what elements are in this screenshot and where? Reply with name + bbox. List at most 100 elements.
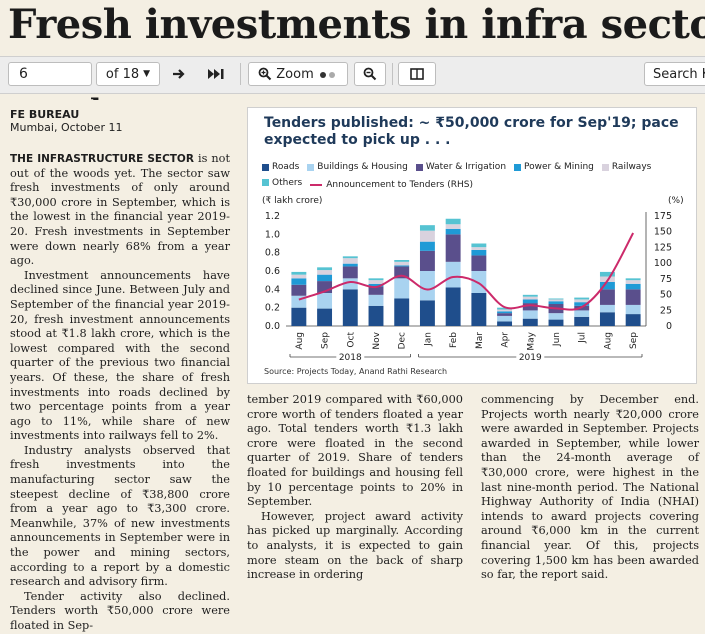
right-axis-tick-label: 125 — [654, 242, 672, 253]
x-axis-tick-label: Aug — [295, 332, 305, 350]
article-paragraph: THE INFRASTRUCTURE SECTOR is not out of … — [10, 152, 230, 269]
article-paragraph: However, project award activity has pick… — [247, 509, 463, 582]
left-axis-tick-label: 0.4 — [265, 284, 280, 295]
zoom-magnifier-icon — [258, 67, 272, 81]
bar-segment — [419, 230, 435, 242]
last-page-button[interactable] — [200, 62, 232, 86]
legend-item: Roads — [262, 160, 299, 174]
bar-segment — [574, 316, 590, 326]
bar-segment — [522, 294, 538, 297]
left-axis-tick-label: 1.2 — [265, 211, 280, 222]
x-axis-tick-label: Dec — [398, 332, 408, 349]
bar-segment — [625, 280, 641, 284]
bar-segment — [599, 312, 615, 326]
legend-swatch — [307, 163, 315, 171]
x-axis-tick-label: Sep — [321, 332, 331, 349]
bar-segment — [548, 298, 564, 300]
page-view-button[interactable] — [398, 62, 436, 86]
bar-segment — [317, 270, 333, 275]
bar-segment — [548, 319, 564, 326]
bar-segment — [522, 299, 538, 304]
legend-swatch — [514, 163, 522, 171]
bar-segment — [342, 256, 358, 259]
left-axis-tick-label: 0.2 — [265, 303, 280, 314]
bar-segment — [291, 274, 307, 279]
bar-segment — [548, 313, 564, 320]
article-column-2: tember 2019 compared with ₹60,000 crore … — [247, 393, 463, 583]
bar-segment — [291, 284, 307, 296]
bar-segment — [522, 296, 538, 300]
zoom-out-button[interactable] — [354, 62, 386, 86]
bar-segment — [445, 261, 461, 288]
bar-segment — [291, 278, 307, 285]
page-count-dropdown[interactable]: of 18 ▼ — [96, 62, 160, 86]
bar-segment — [394, 265, 410, 267]
article-lead: THE INFRASTRUCTURE SECTOR — [10, 153, 194, 165]
article-paragraph: Investment announcements have declined s… — [10, 268, 230, 443]
x-axis-tick-label: Apr — [501, 332, 511, 348]
page-headline: Fresh investments in infra sector — [8, 1, 705, 48]
article-paragraph: Tender activity also declined. Tenders w… — [10, 589, 230, 632]
legend-label: Railways — [611, 162, 652, 172]
zoom-menu-button[interactable]: Zoom — [248, 62, 348, 86]
announcement-to-tenders-line — [298, 232, 635, 311]
bar-segment — [394, 298, 410, 326]
x-axis-tick-label: Jan — [423, 332, 433, 347]
bar-segment — [445, 228, 461, 235]
left-axis-tick-label: 1.0 — [265, 229, 280, 240]
bar-segment — [317, 274, 333, 282]
chart-source: Source: Projects Today, Anand Rathi Rese… — [264, 367, 448, 376]
legend-item: Power & Mining — [514, 160, 594, 174]
right-axis-tick-label: 75 — [660, 274, 672, 285]
bar-segment — [419, 300, 435, 326]
legend-swatch — [262, 163, 269, 171]
bar-segment — [445, 224, 461, 229]
bar-segment — [368, 278, 384, 281]
byline-dateline: Mumbai, October 11 — [10, 121, 123, 134]
bar-segment — [599, 304, 615, 313]
legend-swatch — [262, 179, 269, 186]
bar-segment — [445, 218, 461, 225]
chevron-down-icon: ▼ — [143, 69, 151, 79]
x-axis-tick-label: May — [526, 331, 536, 350]
chart-title: Tenders published: ~ ₹50,000 crore for S… — [264, 115, 679, 148]
bar-segment — [419, 271, 435, 301]
arrow-right-icon — [173, 69, 185, 79]
bar-segment — [497, 313, 513, 316]
page-count-label: of 18 — [105, 66, 140, 82]
bar-segment — [471, 243, 487, 248]
bar-segment — [419, 241, 435, 251]
search-input[interactable]: Search Ke — [644, 62, 705, 86]
bar-segment — [574, 302, 590, 306]
bar-segment — [471, 247, 487, 250]
legend-label: Power & Mining — [524, 162, 594, 172]
bar-segment — [342, 258, 358, 264]
bar-segment — [574, 310, 590, 317]
bar-segment — [599, 282, 615, 290]
bar-segment — [471, 271, 487, 293]
bar-segment — [368, 305, 384, 326]
bar-segment — [574, 297, 590, 300]
x-axis-tick-label: Aug — [603, 332, 613, 350]
bar-segment — [548, 299, 564, 302]
bar-segment — [317, 293, 333, 309]
article-paragraph: Industry analysts observed that fresh in… — [10, 443, 230, 589]
bar-segment — [522, 310, 538, 319]
bar-segment — [419, 250, 435, 271]
right-axis-tick-label: 0 — [666, 321, 672, 332]
left-axis-tick-label: 0.8 — [265, 248, 280, 259]
right-axis-tick-label: 50 — [660, 290, 672, 301]
bar-segment — [599, 289, 615, 305]
left-axis-tick-label: 0.0 — [265, 321, 280, 332]
year-group-label: 2018 — [339, 353, 362, 363]
page-number-input[interactable]: 6 — [8, 62, 92, 86]
bar-segment — [419, 225, 435, 231]
x-axis-tick-label: Nov — [372, 331, 382, 349]
bar-segment — [368, 294, 384, 306]
bar-segment — [625, 314, 641, 326]
bar-segment — [342, 263, 358, 267]
bar-segment — [291, 295, 307, 308]
article-column-3: commencing by December end. Projects wor… — [481, 393, 699, 583]
bar-segment — [291, 307, 307, 326]
next-page-button[interactable] — [166, 62, 192, 86]
